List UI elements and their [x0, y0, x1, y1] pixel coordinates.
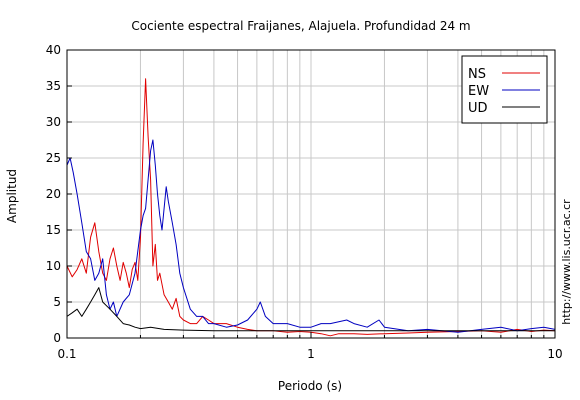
series-line-ew	[66, 139, 556, 333]
y-axis: 0 5 10 15 20 25 30 35 40	[46, 43, 72, 345]
series-layer	[66, 78, 556, 337]
series-line-ns	[66, 78, 556, 337]
x-axis: 0.1 1 10	[57, 332, 563, 361]
legend-label-ew: EW	[468, 84, 489, 99]
y-tick-label: 5	[53, 295, 61, 309]
x-tick-label: 10	[547, 347, 562, 361]
y-tick-label: 30	[46, 115, 61, 129]
y-axis-label: Amplitud	[5, 169, 19, 223]
y-tick-label: 10	[46, 259, 61, 273]
x-axis-label: Periodo (s)	[278, 379, 342, 393]
y-tick-label: 0	[53, 331, 61, 345]
y-tick-label: 20	[46, 187, 61, 201]
y-tick-label: 35	[46, 79, 61, 93]
source-url: http://www.lis.ucr.ac.cr	[560, 199, 573, 325]
grid	[66, 49, 555, 339]
y-tick-label: 40	[46, 43, 61, 57]
legend: NS EW UD	[461, 55, 548, 124]
y-tick-label: 15	[46, 223, 61, 237]
x-tick-label: 1	[307, 347, 315, 361]
x-tick-label: 0.1	[57, 347, 76, 361]
legend-label-ns: NS	[468, 67, 486, 82]
series-line-ud	[66, 287, 555, 332]
y-tick-label: 25	[46, 151, 61, 165]
legend-label-ud: UD	[468, 101, 488, 116]
chart-title: Cociente espectral Fraijanes, Alajuela. …	[131, 19, 470, 33]
